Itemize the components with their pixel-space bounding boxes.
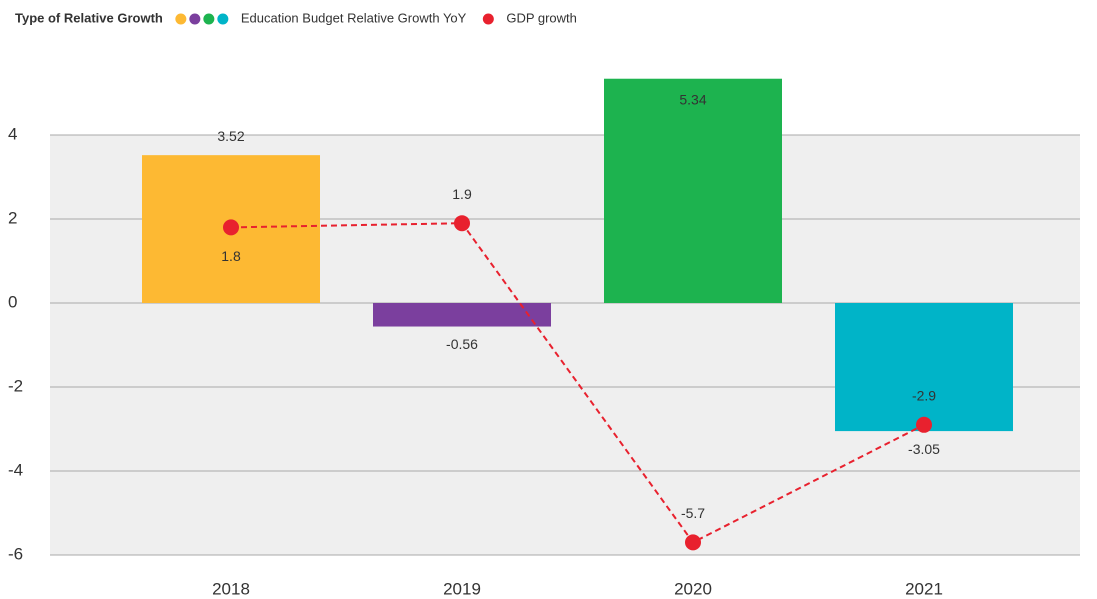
bar-value-label: 3.52 — [217, 128, 244, 144]
y-tick-label: 4 — [8, 124, 17, 143]
point-value-label: -2.9 — [912, 388, 936, 404]
legend-label: Education Budget Relative Growth YoY — [241, 10, 467, 25]
x-tick-label: 2019 — [443, 579, 481, 598]
y-tick-label: -6 — [8, 544, 23, 563]
y-tick-label: 0 — [8, 292, 17, 311]
line-point — [916, 416, 932, 433]
line-point — [454, 215, 470, 232]
point-value-label: 1.8 — [221, 248, 241, 264]
bar-value-label: 5.34 — [679, 91, 706, 107]
x-tick-label: 2020 — [674, 579, 712, 598]
x-tick-label: 2021 — [905, 579, 943, 598]
point-value-label: 1.9 — [452, 186, 472, 202]
bar-value-label: -3.05 — [908, 441, 940, 457]
line-point — [685, 534, 701, 551]
x-tick-label: 2018 — [212, 579, 250, 598]
line-point — [223, 219, 239, 236]
legend-swatch — [203, 13, 215, 25]
legend-swatch — [482, 13, 494, 25]
legend-swatch — [189, 13, 201, 25]
legend-label: GDP growth — [506, 10, 577, 25]
legend-swatch — [175, 13, 187, 25]
bar — [604, 78, 782, 303]
legend-swatch — [217, 13, 229, 25]
y-tick-label: -2 — [8, 376, 23, 395]
point-value-label: -5.7 — [681, 505, 705, 521]
bar — [373, 303, 551, 327]
line — [230, 222, 925, 544]
legend-title: Type of Relative Growth — [15, 10, 163, 25]
y-tick-label: 2 — [8, 208, 17, 227]
bar-value-label: -0.56 — [446, 336, 478, 352]
y-tick-label: -4 — [8, 460, 23, 479]
bar — [835, 303, 1013, 432]
